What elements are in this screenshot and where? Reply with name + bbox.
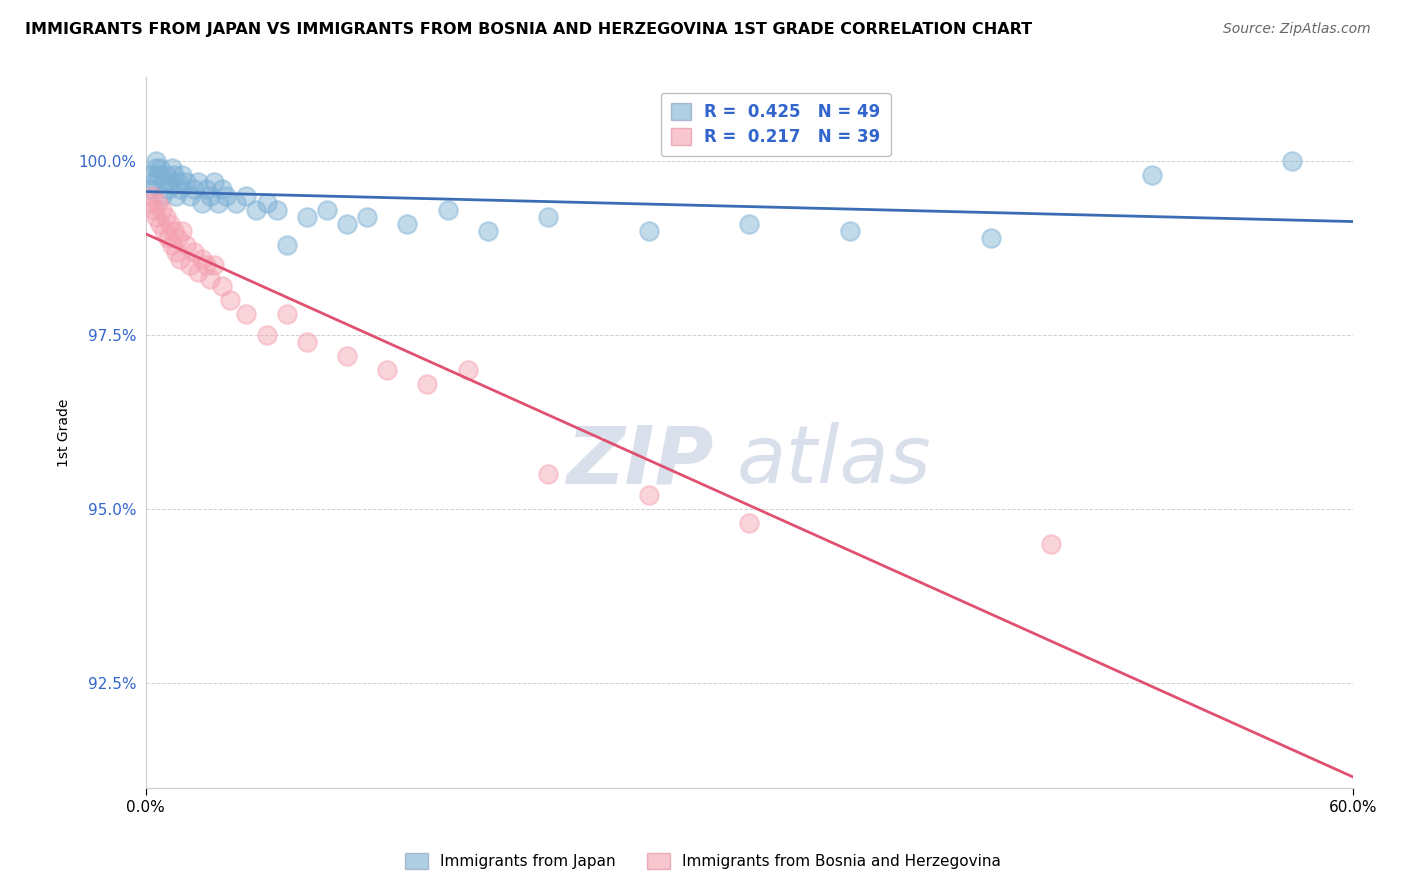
Point [1039,537,1062,551]
Point [169,252,191,266]
Text: Source: ZipAtlas.com: Source: ZipAtlas.com [1223,22,1371,37]
Point [170,224,193,238]
Point [183,182,205,196]
Point [139,182,162,196]
Point [183,244,205,259]
Point [142,202,165,217]
Point [295,210,318,224]
Point [163,224,186,238]
Point [256,195,278,210]
Point [159,217,181,231]
Point [738,217,761,231]
Point [139,195,162,210]
Point [156,230,179,244]
Point [145,154,167,169]
Point [160,161,183,175]
Point [215,189,238,203]
Point [156,182,179,196]
Text: IMMIGRANTS FROM JAPAN VS IMMIGRANTS FROM BOSNIA AND HERZEGOVINA 1ST GRADE CORREL: IMMIGRANTS FROM JAPAN VS IMMIGRANTS FROM… [25,22,1032,37]
Point [167,230,190,244]
Point [245,202,267,217]
Point [191,252,214,266]
Point [149,217,172,231]
Point [195,182,218,196]
Point [142,175,165,189]
Point [155,168,177,182]
Point [153,175,176,189]
Point [1140,168,1163,182]
Point [637,488,659,502]
Point [191,195,214,210]
Y-axis label: 1st Grade: 1st Grade [58,399,72,467]
Point [235,307,257,321]
Point [276,237,298,252]
Point [336,217,359,231]
Point [155,210,177,224]
Point [174,175,197,189]
Point [200,189,222,203]
Point [537,467,560,482]
Point [211,182,233,196]
Point [187,175,209,189]
Point [195,259,218,273]
Point [457,363,479,377]
Legend: R =  0.425   N = 49, R =  0.217   N = 39: R = 0.425 N = 49, R = 0.217 N = 39 [661,93,890,156]
Point [159,175,181,189]
Point [167,175,190,189]
Text: atlas: atlas [737,422,932,500]
Point [165,189,187,203]
Point [160,237,183,252]
Point [141,189,163,203]
Point [1281,154,1303,169]
Point [150,202,173,217]
Point [637,224,659,238]
Point [146,168,169,182]
Point [537,210,560,224]
Point [336,349,359,363]
Point [356,210,378,224]
Point [980,230,1002,244]
Point [375,363,398,377]
Text: ZIP: ZIP [565,422,713,500]
Point [315,202,337,217]
Point [170,168,193,182]
Point [174,237,197,252]
Point [146,195,169,210]
Point [150,189,173,203]
Point [163,168,186,182]
Point [207,195,229,210]
Point [225,195,247,210]
Point [145,161,167,175]
Point [235,189,257,203]
Point [202,175,225,189]
Point [738,516,761,530]
Point [179,259,201,273]
Point [219,293,242,308]
Point [165,244,187,259]
Point [838,224,860,238]
Point [436,202,458,217]
Point [187,265,209,279]
Point [256,328,278,343]
Point [149,161,172,175]
Point [141,168,163,182]
Point [179,189,201,203]
Point [145,210,167,224]
Point [416,376,439,391]
Point [202,259,225,273]
Point [295,334,318,349]
Legend: Immigrants from Japan, Immigrants from Bosnia and Herzegovina: Immigrants from Japan, Immigrants from B… [399,847,1007,875]
Point [396,217,419,231]
Point [266,202,288,217]
Point [153,224,176,238]
Point [276,307,298,321]
Point [169,182,191,196]
Point [211,279,233,293]
Point [477,224,499,238]
Point [200,272,222,286]
